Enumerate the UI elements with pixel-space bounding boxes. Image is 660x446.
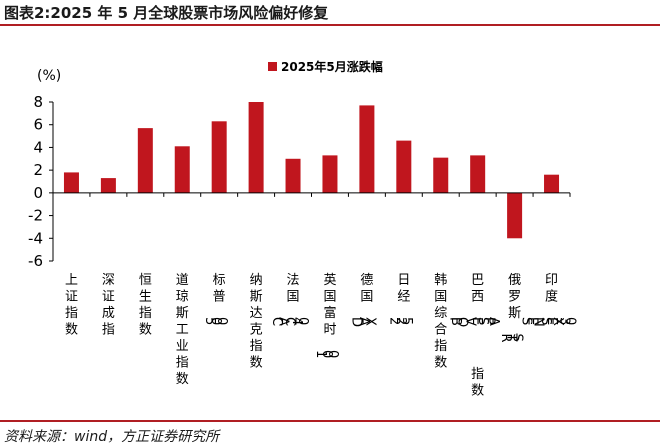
- bar: [396, 140, 412, 193]
- x-category-label: 德国 DAX: [348, 273, 377, 327]
- x-category-label: 日经 225: [387, 273, 414, 325]
- y-tick-label: 6: [33, 116, 43, 134]
- bar: [248, 102, 264, 193]
- bar-series: [63, 102, 560, 239]
- legend-swatch: [268, 62, 277, 71]
- bottom-divider: [0, 420, 660, 422]
- x-category-label: 恒生指数: [139, 273, 152, 338]
- bar: [100, 178, 116, 193]
- bar: [359, 105, 375, 193]
- bar: [137, 128, 153, 193]
- bar: [507, 192, 523, 239]
- x-category-label: 巴西 IBOVESPA 指数: [447, 273, 502, 398]
- bar: [322, 155, 338, 193]
- bar: [285, 158, 301, 193]
- y-axis-ticks: -6 -4 -2 0 2 4 6 8: [28, 93, 53, 270]
- x-category-label: 法国 CAC40: [269, 273, 310, 326]
- x-category-label: 英国富时 100: [313, 273, 340, 358]
- y-tick-label: -4: [28, 229, 43, 247]
- bar: [174, 146, 190, 193]
- top-divider: [0, 24, 660, 26]
- y-tick-label: -6: [28, 252, 43, 270]
- x-category-label: 俄罗斯 RTS: [498, 273, 525, 343]
- bar: [211, 121, 227, 193]
- x-category-label: 标普 500: [202, 273, 229, 325]
- bar: [63, 172, 79, 193]
- y-tick-label: 4: [33, 138, 43, 156]
- source-note: 资料来源：wind，方正证券研究所: [4, 429, 220, 445]
- y-tick-label: 0: [33, 184, 43, 202]
- y-tick-label: 2: [33, 161, 43, 179]
- x-category-label: 道琼斯工业指数: [176, 273, 189, 387]
- x-category-label: 韩国综合指数: [434, 273, 447, 371]
- y-axis-unit-label: (%): [37, 68, 61, 84]
- x-category-label: 印度 SENSEX30: [518, 273, 577, 326]
- bar: [433, 157, 449, 193]
- y-tick-label: 8: [33, 93, 43, 111]
- figure-title: 图表2:2025 年 5 月全球股票市场风险偏好修复: [4, 4, 329, 22]
- x-category-label: 纳斯达克指数: [250, 273, 263, 371]
- x-category-label: 上证指数: [65, 273, 78, 338]
- y-tick-label: -2: [28, 207, 43, 225]
- bar-chart: (%) 2025年5月涨跌幅 -6 -4 -2 0 2 4 6 8 上证指数 深证成指 恒生指数 道…: [28, 59, 580, 398]
- bar: [470, 155, 486, 193]
- legend-label: 2025年5月涨跌幅: [281, 59, 383, 74]
- bar: [544, 174, 560, 193]
- x-category-label: 深证成指: [102, 273, 115, 338]
